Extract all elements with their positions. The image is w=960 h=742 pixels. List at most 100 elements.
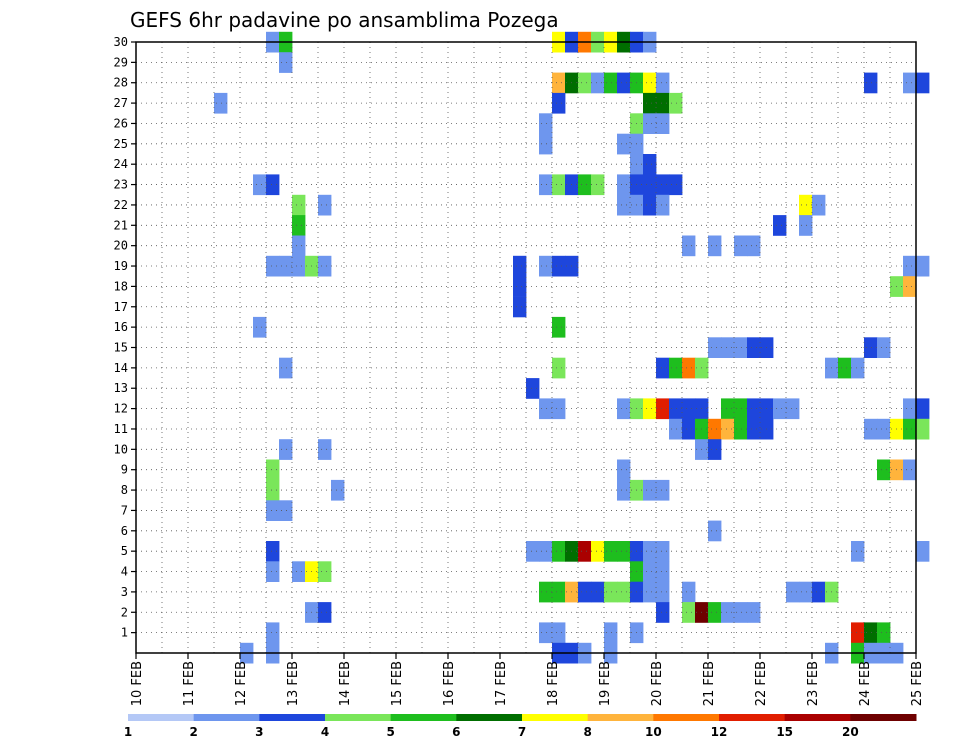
heatmap-cell [539, 622, 553, 644]
heatmap-cell [708, 337, 722, 358]
y-axis: 1234567891011121314151617181920212223242… [114, 35, 136, 640]
heatmap-cell [851, 541, 865, 562]
heatmap-cell [617, 581, 631, 603]
colorbar-swatch [128, 714, 195, 721]
y-tick-label: 11 [114, 422, 128, 436]
y-tick-label: 26 [114, 116, 128, 130]
heatmap-cell [617, 541, 631, 562]
heatmap-cell [526, 378, 540, 399]
heatmap-cell [747, 235, 761, 257]
y-tick-label: 10 [114, 442, 128, 456]
heatmap-cell [708, 418, 722, 440]
heatmap-cell [877, 622, 891, 644]
heatmap-cell [617, 133, 631, 155]
heatmap-cell [747, 398, 761, 420]
heatmap-cell [578, 72, 592, 94]
y-tick-label: 19 [114, 259, 128, 273]
y-tick-label: 29 [114, 55, 128, 69]
x-tick-label: 25 FEB [910, 661, 925, 706]
heatmap-cell [864, 418, 878, 440]
y-tick-label: 3 [121, 585, 128, 599]
heatmap-cell [643, 154, 657, 175]
heatmap-cell [591, 541, 605, 562]
heatmap-cell [747, 418, 761, 440]
heatmap-cell [643, 398, 657, 420]
heatmap-cell [682, 602, 696, 623]
heatmap-cell [656, 194, 670, 216]
heatmap-cell [513, 296, 527, 318]
heatmap-cell [903, 276, 917, 297]
y-tick-label: 17 [114, 300, 128, 314]
heatmap-cell [643, 194, 657, 216]
chart-title: GEFS 6hr padavine po ansamblima Pozega [130, 8, 559, 32]
x-tick-label: 24 FEB [858, 661, 873, 706]
colorbar-swatch [456, 714, 523, 721]
heatmap-cell [812, 581, 826, 603]
colorbar-label: 4 [321, 725, 329, 739]
heatmap-cells [214, 31, 930, 664]
heatmap-cell [682, 581, 696, 603]
colorbar-label: 12 [711, 725, 728, 739]
heatmap-cell [851, 357, 865, 379]
colorbar-swatch [587, 714, 654, 721]
heatmap-cell [617, 174, 631, 196]
heatmap-cell [552, 72, 566, 94]
heatmap-cell [552, 541, 566, 562]
heatmap-cell [656, 174, 670, 196]
y-tick-label: 24 [114, 157, 128, 171]
heatmap-cell [279, 439, 293, 460]
heatmap-cell [656, 72, 670, 94]
heatmap-cell [266, 500, 280, 521]
heatmap-cell [591, 581, 605, 603]
heatmap-cell [682, 357, 696, 379]
heatmap-cell [643, 561, 657, 582]
colorbar-swatch [850, 714, 917, 721]
y-tick-label: 23 [114, 178, 128, 192]
heatmap-cell [604, 622, 618, 644]
heatmap-cell [877, 337, 891, 358]
heatmap-cell [851, 622, 865, 644]
heatmap-cell [708, 439, 722, 460]
heatmap-cell [617, 72, 631, 94]
heatmap-cell [643, 174, 657, 196]
heatmap-cell [539, 398, 553, 420]
heatmap-cell [552, 581, 566, 603]
colorbar-label: 8 [583, 725, 591, 739]
heatmap-cell [292, 255, 306, 277]
heatmap-cell [266, 459, 280, 481]
heatmap-cell [266, 622, 280, 644]
heatmap-cell [864, 622, 878, 644]
heatmap-cell [656, 398, 670, 420]
heatmap-cell [578, 174, 592, 196]
colorbar-swatch [719, 714, 786, 721]
heatmap-cell [279, 255, 293, 277]
heatmap-cell [643, 72, 657, 94]
heatmap-cell [669, 357, 683, 379]
colorbar-swatch [522, 714, 589, 721]
heatmap-cell [799, 581, 813, 603]
heatmap-cell [539, 133, 553, 155]
heatmap-cell [617, 194, 631, 216]
colorbar-swatch [653, 714, 720, 721]
y-tick-label: 25 [114, 137, 128, 151]
grid-lines [136, 41, 916, 653]
heatmap-cell [526, 541, 540, 562]
heatmap-cell [669, 92, 683, 114]
y-tick-label: 13 [114, 381, 128, 395]
heatmap-cell [682, 398, 696, 420]
heatmap-cell [279, 52, 293, 73]
colorbar-label: 2 [189, 725, 197, 739]
heatmap-cell [669, 174, 683, 196]
heatmap-cell [656, 479, 670, 501]
heatmap-cell [682, 235, 696, 257]
heatmap-cell [604, 581, 618, 603]
x-tick-label: 13 FEB [286, 661, 301, 706]
heatmap-cell [539, 255, 553, 277]
heatmap-cell [552, 255, 566, 277]
x-tick-label: 17 FEB [494, 661, 509, 706]
colorbar-label: 15 [776, 725, 793, 739]
y-tick-label: 2 [121, 605, 128, 619]
heatmap-cell [786, 581, 800, 603]
colorbar-swatch [259, 714, 326, 721]
